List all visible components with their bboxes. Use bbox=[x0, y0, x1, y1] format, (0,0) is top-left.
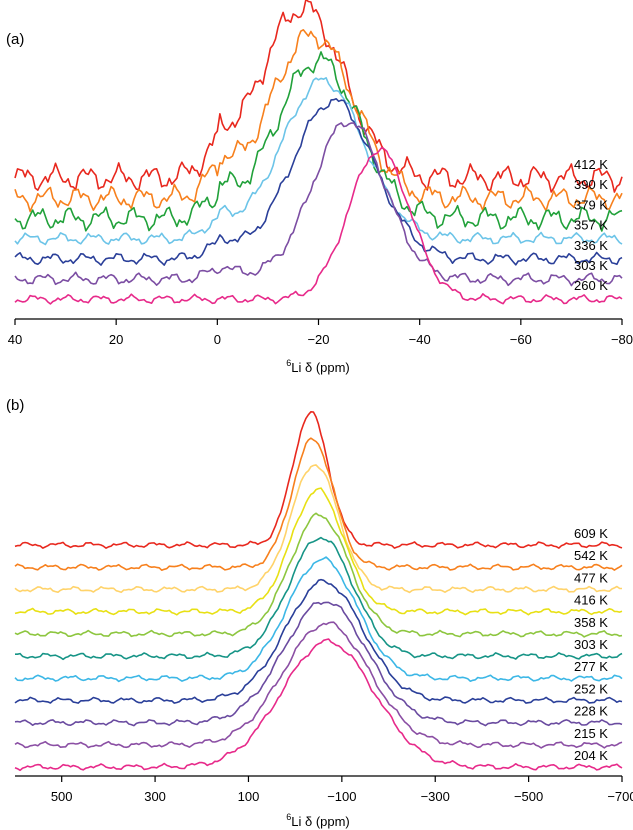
panel-a-x-axis-title-main: Li δ (ppm) bbox=[291, 360, 350, 375]
series-temperature-label: 204 K bbox=[574, 748, 608, 763]
panel-a-traces bbox=[14, 0, 623, 305]
series-temperature-label: 379 K bbox=[574, 197, 608, 212]
x-tick-label: 100 bbox=[238, 789, 260, 804]
series-temperature-label: 336 K bbox=[574, 238, 608, 253]
series-temperature-label: 303 K bbox=[574, 258, 608, 273]
spectrum-trace bbox=[14, 98, 623, 266]
panel-b-series-labels: 609 K 542 K 477 K 416 K 358 K 303 K 277 K 252 K… bbox=[574, 526, 608, 763]
panel-b-x-axis-title: 6Li δ (ppm) bbox=[286, 812, 350, 829]
series-temperature-label: 477 K bbox=[574, 570, 608, 585]
panel-a-label: (a) bbox=[6, 31, 24, 48]
x-tick-label: 500 bbox=[51, 789, 73, 804]
panel-b-x-axis-title-main: Li δ (ppm) bbox=[291, 814, 350, 829]
series-temperature-label: 609 K bbox=[574, 526, 608, 541]
spectrum-trace bbox=[14, 0, 623, 193]
spectrum-trace bbox=[14, 77, 623, 246]
x-tick-label: −700 bbox=[607, 789, 633, 804]
spectrum-trace bbox=[14, 556, 623, 683]
series-temperature-label: 542 K bbox=[574, 548, 608, 563]
series-temperature-label: 252 K bbox=[574, 681, 608, 696]
x-tick-label: −500 bbox=[514, 789, 543, 804]
panel-a-x-axis-title: 6Li δ (ppm) bbox=[286, 358, 350, 375]
x-tick-label: 0 bbox=[214, 332, 221, 347]
series-temperature-label: 303 K bbox=[574, 637, 608, 652]
x-tick-label: −100 bbox=[327, 789, 356, 804]
spectrum-trace bbox=[14, 638, 623, 772]
spectrum-trace bbox=[14, 122, 623, 287]
x-tick-label: −300 bbox=[421, 789, 450, 804]
series-temperature-label: 390 K bbox=[574, 177, 608, 192]
spectrum-trace bbox=[14, 487, 623, 616]
series-temperature-label: 215 K bbox=[574, 726, 608, 741]
spectrum-trace bbox=[15, 536, 623, 661]
series-temperature-label: 416 K bbox=[574, 593, 608, 608]
series-temperature-label: 260 K bbox=[574, 278, 608, 293]
panel-a-series-labels: 412 K 390 K 379 K 357 K 336 K 303 K 260 K bbox=[574, 157, 608, 293]
x-tick-label: −80 bbox=[611, 332, 633, 347]
panel-b-traces bbox=[14, 411, 623, 772]
spectrum-trace bbox=[14, 464, 623, 594]
spectrum-trace bbox=[14, 437, 623, 571]
spectrum-trace bbox=[14, 146, 623, 305]
x-tick-label: 40 bbox=[8, 332, 22, 347]
spectrum-trace bbox=[14, 601, 623, 727]
panel-a-x-axis-title-sup: 6 bbox=[286, 358, 291, 368]
spectrum-trace bbox=[14, 51, 623, 232]
panel-b-x-axis-title-sup: 6 bbox=[286, 812, 291, 822]
series-temperature-label: 228 K bbox=[574, 704, 608, 719]
x-tick-label: −20 bbox=[307, 332, 329, 347]
spectrum-trace bbox=[14, 578, 623, 704]
x-tick-label: −40 bbox=[409, 332, 431, 347]
series-temperature-label: 358 K bbox=[574, 615, 608, 630]
panel-b-label: (b) bbox=[6, 397, 24, 414]
spectrum-trace bbox=[14, 29, 623, 213]
spectrum-trace bbox=[14, 621, 623, 749]
series-temperature-label: 412 K bbox=[574, 157, 608, 172]
series-temperature-label: 277 K bbox=[574, 659, 608, 674]
x-tick-label: −60 bbox=[510, 332, 532, 347]
x-tick-label: 300 bbox=[144, 789, 166, 804]
series-temperature-label: 357 K bbox=[574, 218, 608, 233]
panel-b: (b) 609 K 542 K 477 K 416 K 358 K 303 K 277 K 2… bbox=[6, 397, 633, 829]
panel-b-x-ticks: 500 300 100 −100 −300 −500 −700 bbox=[51, 776, 633, 804]
x-tick-label: 20 bbox=[109, 332, 123, 347]
panel-a-x-ticks: 40 20 0 −20 −40 −60 −80 bbox=[8, 319, 633, 347]
spectrum-trace bbox=[14, 512, 623, 638]
spectrum-trace bbox=[14, 411, 623, 549]
